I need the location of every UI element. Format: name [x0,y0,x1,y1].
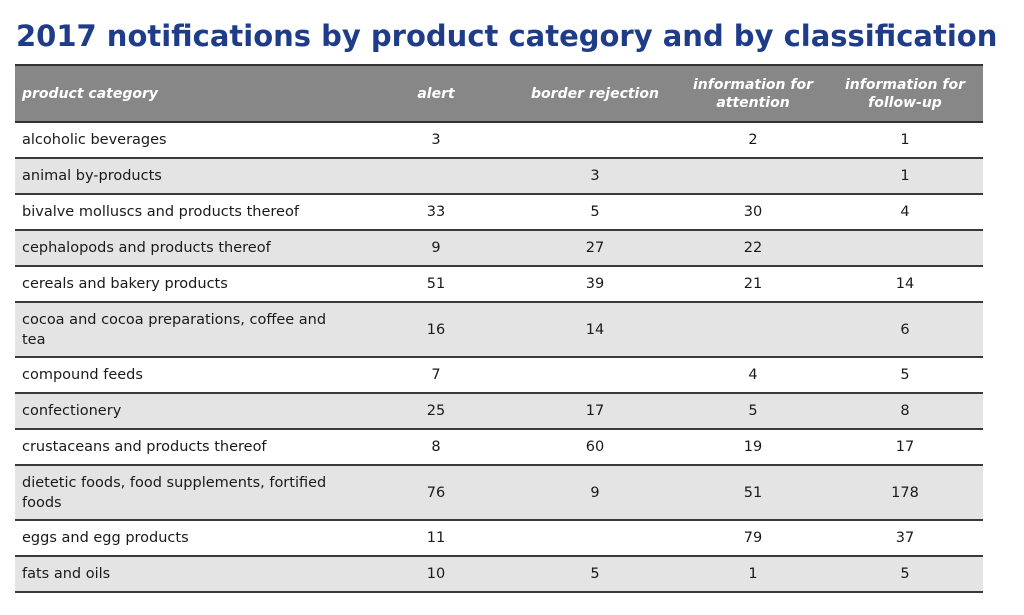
category-cell: fats and oils [22,566,111,582]
alert-cell: 11 [426,530,446,546]
alert-cell [361,158,511,194]
info-attention-cell: 19 [743,439,763,455]
table-row: compound feeds 7 4 5 [15,357,983,393]
category-cell: cereals and bakery products [22,276,228,292]
info-followup-cell: 14 [895,276,915,292]
border-rejection-cell: 9 [590,484,600,501]
border-rejection-cell: 60 [585,439,605,455]
category-cell: animal by-products [22,168,162,184]
info-attention-cell: 79 [743,530,763,546]
border-rejection-cell [511,520,679,556]
column-header-information-for-follow-up: information for follow-up [845,76,965,111]
info-followup-cell: 1 [900,132,910,148]
border-rejection-cell [511,357,679,393]
category-cell: crustaceans and products thereof [22,439,267,455]
column-header-product-category: product category [22,85,159,102]
info-followup-cell: 5 [900,566,910,582]
alert-cell: 9 [431,240,441,256]
category-cell: confectionery [22,403,122,419]
page-title: 2017 notifications by product category a… [16,19,998,53]
border-rejection-cell: 14 [585,321,605,338]
category-cell: bivalve molluscs and products thereof [22,204,299,220]
alert-cell: 25 [426,403,446,419]
info-followup-cell: 5 [900,367,910,383]
info-attention-cell: 2 [748,132,758,148]
alert-cell: 51 [426,276,446,292]
info-attention-cell: 5 [748,403,758,419]
info-followup-cell [827,230,983,266]
border-rejection-cell: 39 [585,276,605,292]
info-followup-cell: 17 [895,439,915,455]
table-row: cereals and bakery products 51 39 21 14 [15,266,983,302]
category-cell: dietetic foods, food supplements, fortif… [22,474,327,511]
info-attention-cell: 51 [743,484,763,501]
alert-cell: 16 [426,321,446,338]
table-row: confectionery 25 17 5 8 [15,393,983,429]
table-row: fats and oils 10 5 1 5 [15,556,983,592]
column-header-border-rejection: border rejection [531,85,659,102]
table-row: cocoa and cocoa preparations, coffee and… [15,302,983,357]
info-attention-cell: 21 [743,276,763,292]
column-header-information-for-attention: information for attention [693,76,813,111]
info-attention-cell: 1 [748,566,758,582]
alert-cell: 3 [431,132,441,148]
category-cell: cocoa and cocoa preparations, coffee and… [22,311,327,348]
table-row: cephalopods and products thereof 9 27 22 [15,230,983,266]
category-cell: compound feeds [22,367,143,383]
alert-cell: 33 [426,204,446,220]
border-rejection-cell: 3 [590,168,600,184]
info-attention-cell [679,158,827,194]
info-attention-cell: 30 [743,204,763,220]
border-rejection-cell: 17 [585,403,605,419]
info-attention-cell: 22 [743,240,763,256]
alert-cell: 76 [426,484,446,501]
info-followup-cell: 178 [891,484,919,501]
info-followup-cell: 8 [900,403,910,419]
notifications-table: product category alert border rejection … [15,64,983,593]
category-cell: alcoholic beverages [22,132,167,148]
info-followup-cell: 6 [900,321,910,338]
alert-cell: 7 [431,367,441,383]
border-rejection-cell: 5 [590,566,600,582]
alert-cell: 8 [431,439,441,455]
info-followup-cell: 1 [900,168,910,184]
info-followup-cell: 37 [895,530,915,546]
category-cell: eggs and egg products [22,530,189,546]
table-row: alcoholic beverages 3 2 1 [15,122,983,158]
table-row: animal by-products 3 1 [15,158,983,194]
border-rejection-cell: 27 [585,240,605,256]
table-row: crustaceans and products thereof 8 60 19… [15,429,983,465]
column-header-alert: alert [417,85,455,102]
border-rejection-cell: 5 [590,204,600,220]
category-cell: cephalopods and products thereof [22,240,271,256]
info-followup-cell: 4 [900,204,910,220]
border-rejection-cell [511,122,679,158]
table-row: eggs and egg products 11 79 37 [15,520,983,556]
alert-cell: 10 [426,566,446,582]
table-row: dietetic foods, food supplements, fortif… [15,465,983,520]
info-attention-cell [679,302,827,357]
table-row: bivalve molluscs and products thereof 33… [15,194,983,230]
info-attention-cell: 4 [748,367,758,383]
table-header-row: product category alert border rejection … [15,65,983,122]
